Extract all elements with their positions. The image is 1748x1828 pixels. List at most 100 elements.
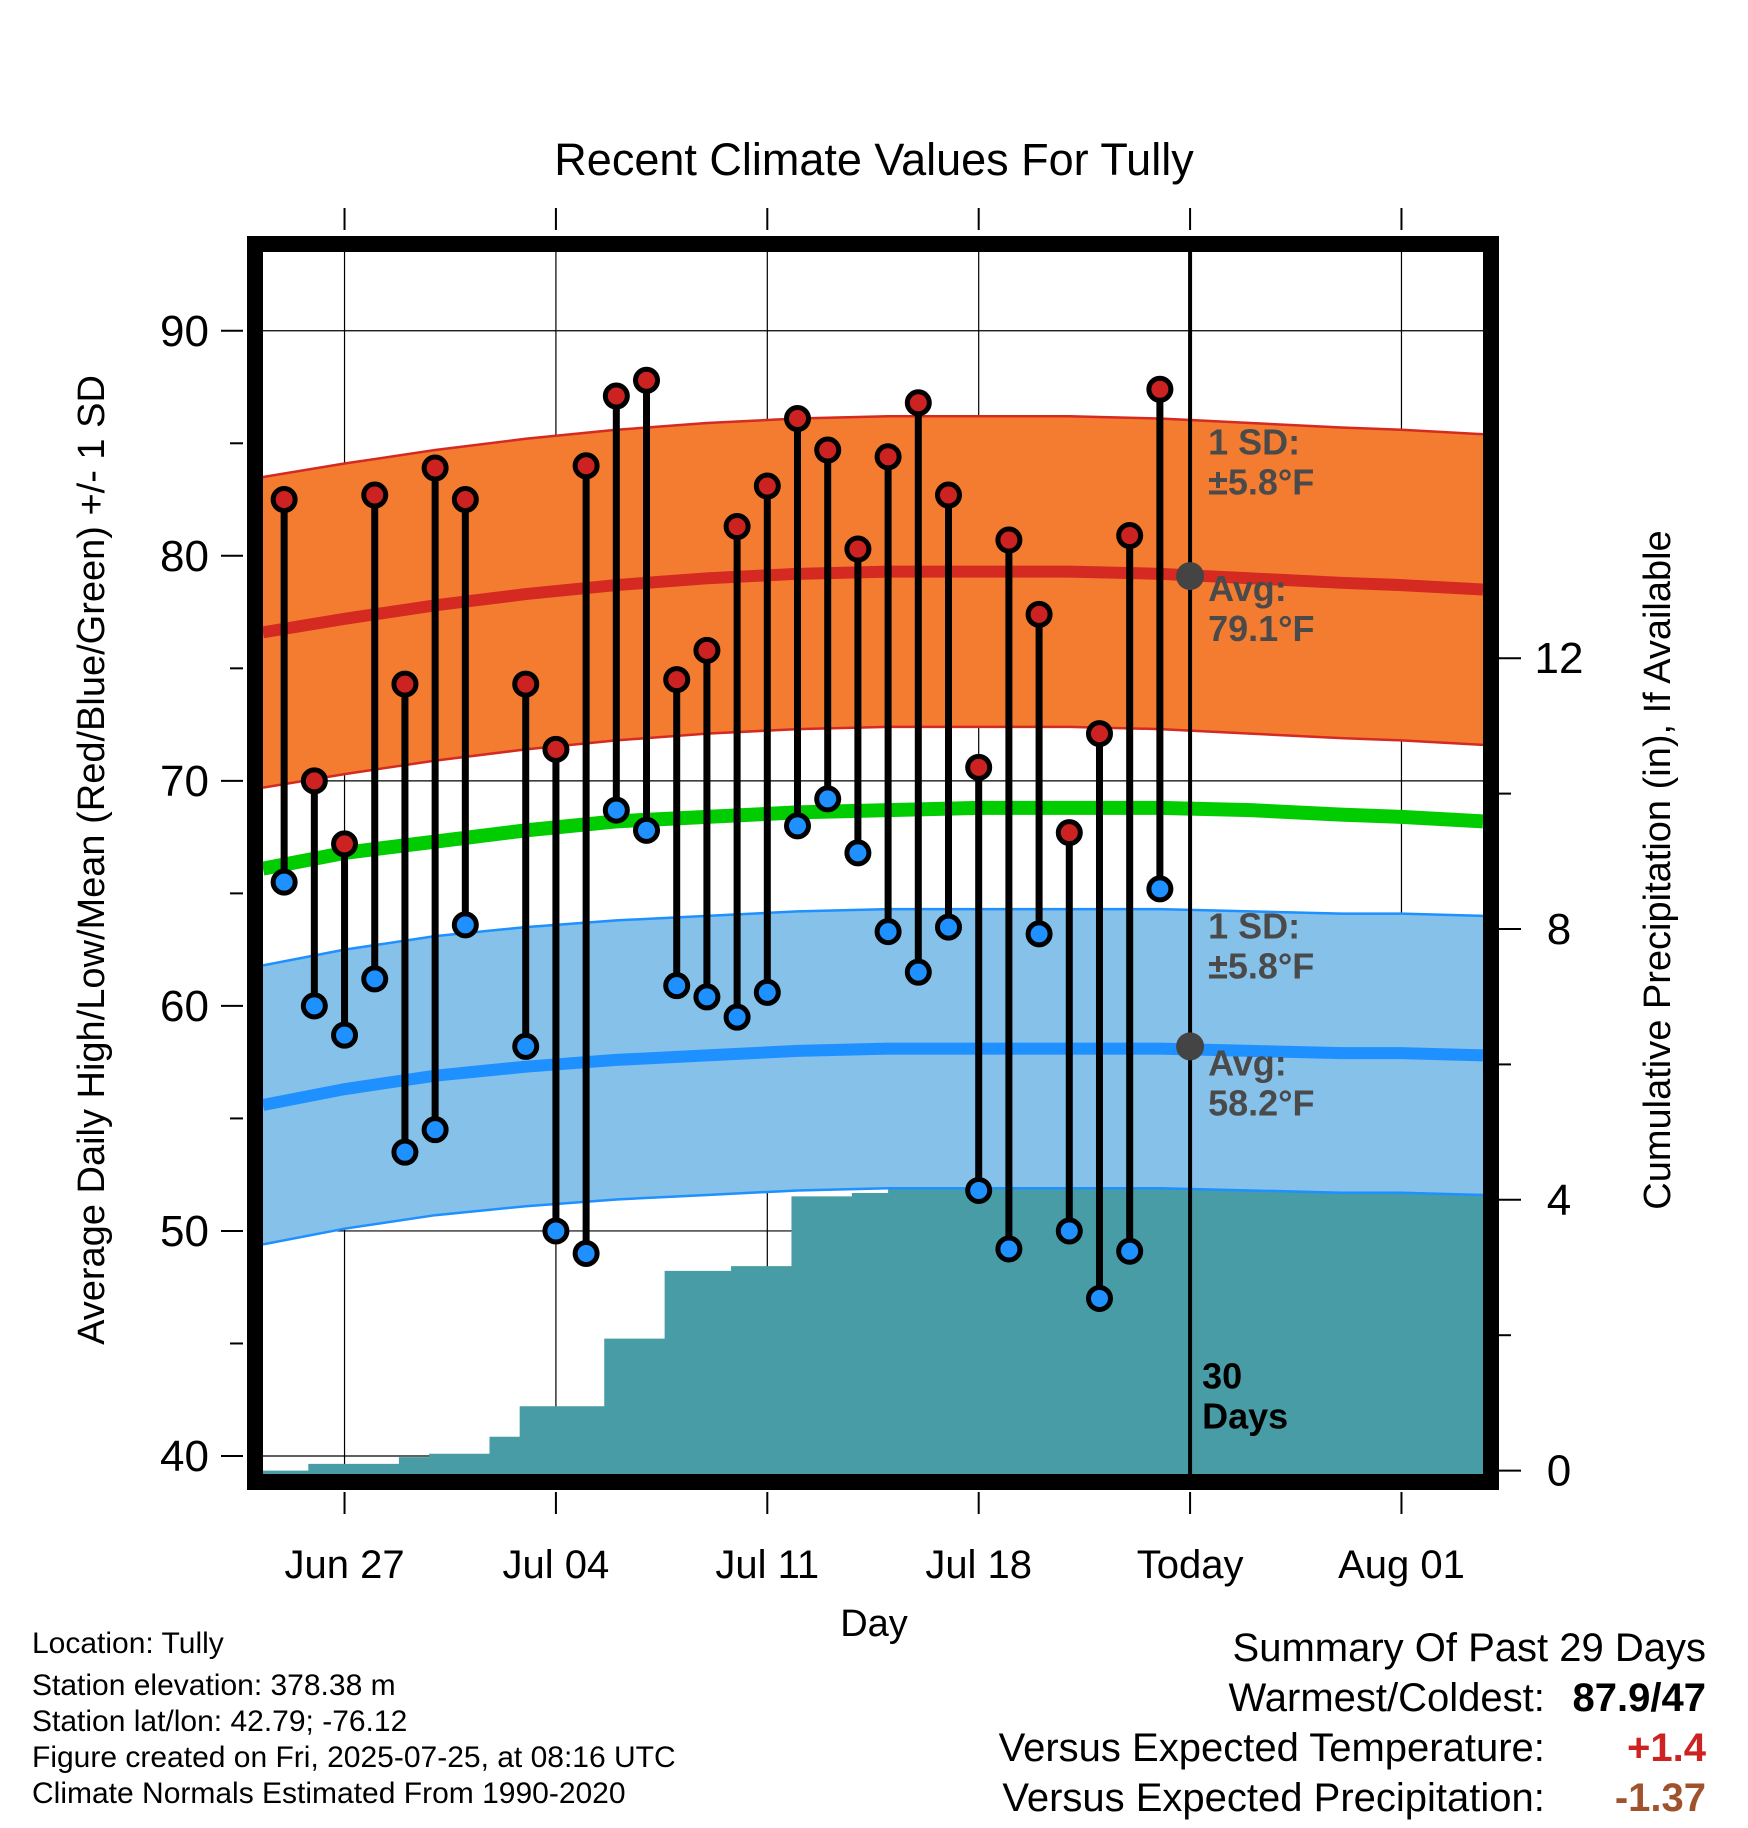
y-tick-label: 50 [160,1207,209,1256]
y-tick-label: 60 [160,982,209,1031]
info-elevation: Station elevation: 378.38 m [32,1669,396,1702]
daily-high-point [995,526,1023,554]
high-avg-annotation: Avg: [1208,568,1287,609]
daily-high-point [1116,522,1144,550]
x-tick-label: Jun 27 [284,1543,404,1587]
labels-layer: 40 50 60 70 80 90 0 4 8 12 Jun 27 Jul 04 Jul 11 Jul 1… [160,307,1583,1587]
daily-low-point [874,918,902,946]
daily-low-point [542,1217,570,1245]
x-tick-label: Today [1137,1543,1244,1587]
daily-low-point [1025,920,1053,948]
x-tick-label: Jul 11 [715,1543,819,1587]
high-avg-today-marker [1176,562,1205,591]
low-avg-annotation: 58.2°F [1208,1083,1314,1124]
daily-high-point [723,513,751,541]
daily-low-point [391,1138,419,1166]
info-normals: Climate Normals Estimated From 1990-2020 [32,1777,626,1810]
daily-low-point [904,958,932,986]
y-axis-label: Average Daily High/Low/Mean (Red/Blue/Gr… [71,375,113,1345]
precip-area [263,1176,1483,1474]
summary-warm-cold-label: Warmest/Coldest: [1228,1676,1545,1720]
low-avg-today-marker [1176,1032,1205,1061]
daily-high-point [693,636,721,664]
daily-high-point [965,753,993,781]
y-tick-label: 90 [160,307,209,356]
daily-low-point [421,1116,449,1144]
daily-high-point [512,670,540,698]
daily-low-point [844,839,872,867]
daily-low-point [361,965,389,993]
x-tick-label: Aug 01 [1338,1543,1465,1587]
summary-temp-label: Versus Expected Temperature: [998,1726,1545,1770]
daily-low-point [693,983,721,1011]
info-created: Figure created on Fri, 2025-07-25, at 08… [32,1741,676,1774]
x-axis-label: Day [840,1603,908,1645]
daily-low-point [995,1235,1023,1263]
y2-tick-label: 4 [1547,1176,1571,1225]
daily-high-point [633,366,661,394]
daily-high-point [844,535,872,563]
summary-precip-value: -1.37 [1614,1776,1706,1820]
high-normal-band [263,416,1483,788]
low-sd-annotation: ±5.8°F [1208,945,1314,986]
summary-precip-row: Versus Expected Precipitation: -1.37 [999,1773,1706,1823]
daily-high-point [572,452,600,480]
high-sd-annotation: ±5.8°F [1208,462,1314,503]
daily-high-point [663,666,691,694]
daily-high-point [1085,720,1113,748]
chart-title: Recent Climate Values For Tully [554,134,1194,185]
daily-low-point [1116,1237,1144,1265]
plot-frame [247,236,1499,1490]
daily-low-point [1085,1284,1113,1312]
summary-temp-value: +1.4 [1627,1726,1706,1770]
daily-high-point [874,443,902,471]
daily-low-point [723,1003,751,1031]
y2-tick-label: 8 [1547,905,1571,954]
daily-low-point [814,785,842,813]
low-sd-annotation: 1 SD: [1208,905,1300,946]
axes-layer [221,208,1521,1514]
plot-area [263,252,1483,1474]
daily-high-point [784,405,812,433]
daily-low-point [784,812,812,840]
daily-high-point [270,486,298,514]
y-tick-label: 40 [160,1432,209,1481]
summary-panel: Summary Of Past 29 Days Warmest/Coldest:… [999,1623,1706,1823]
x-tick-label: Jul 18 [925,1543,1032,1587]
high-sd-annotation: 1 SD: [1208,422,1300,463]
summary-temp-row: Versus Expected Temperature: +1.4 [999,1723,1706,1773]
daily-low-point [602,796,630,824]
summary-warm-cold-row: Warmest/Coldest: 87.9/47 [999,1673,1707,1723]
x-tick-label: Jul 04 [503,1543,610,1587]
window-days-annotation: 30 [1202,1355,1242,1396]
daily-low-point [572,1239,600,1267]
daily-high-point [331,830,359,858]
info-location: Location: Tully [32,1627,224,1660]
low-normal-line [263,1042,1483,1111]
daily-high-point [300,767,328,795]
daily-high-point [934,481,962,509]
daily-high-point [391,670,419,698]
station-info: Location: Tully Station elevation: 378.3… [32,1626,676,1812]
daily-high-point [451,486,479,514]
info-latlon: Station lat/lon: 42.79; -76.12 [32,1705,408,1738]
daily-low-point [663,972,691,1000]
daily-low-point [1146,875,1174,903]
high-normal-band-upper-edge [263,415,1483,479]
daily-low-point [451,911,479,939]
low-avg-annotation: Avg: [1208,1043,1287,1084]
summary-heading: Summary Of Past 29 Days [1232,1626,1706,1670]
daily-low-point [633,816,661,844]
high-avg-annotation: 79.1°F [1208,608,1314,649]
daily-low-point [1055,1217,1083,1245]
summary-precip-label: Versus Expected Precipitation: [1002,1776,1545,1820]
data-marks [270,366,1205,1312]
mean-normal-line [263,800,1483,876]
daily-low-point [965,1176,993,1204]
daily-high-point [361,481,389,509]
low-normal-band [263,909,1483,1245]
y-tick-label: 80 [160,532,209,581]
window-days-annotation: Days [1202,1395,1288,1436]
summary-warm-cold-value: 87.9/47 [1572,1676,1706,1720]
